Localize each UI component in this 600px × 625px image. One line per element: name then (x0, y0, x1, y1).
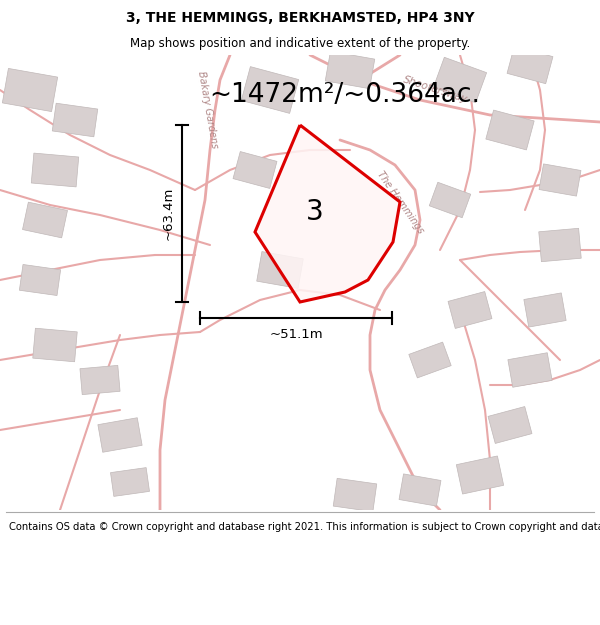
Text: ~63.4m: ~63.4m (161, 187, 175, 240)
Polygon shape (255, 125, 400, 302)
Bar (110, 468, 149, 496)
Text: ~51.1m: ~51.1m (269, 328, 323, 341)
Text: Bakary Gardens: Bakary Gardens (196, 71, 220, 149)
Bar (457, 456, 503, 494)
Bar (233, 151, 277, 189)
Bar (257, 252, 303, 288)
Bar (2, 68, 58, 112)
Text: 3, THE HEMMINGS, BERKHAMSTED, HP4 3NY: 3, THE HEMMINGS, BERKHAMSTED, HP4 3NY (125, 11, 475, 25)
Bar (524, 293, 566, 327)
Bar (429, 182, 471, 218)
Bar (325, 51, 375, 89)
Text: ~1472m²/~0.364ac.: ~1472m²/~0.364ac. (209, 82, 481, 108)
Text: Contains OS data © Crown copyright and database right 2021. This information is : Contains OS data © Crown copyright and d… (9, 521, 600, 531)
Text: 3: 3 (306, 198, 324, 226)
Bar (486, 110, 534, 150)
Bar (241, 67, 299, 113)
Bar (507, 46, 553, 84)
Bar (52, 103, 98, 137)
Text: The Hemmings: The Hemmings (375, 169, 425, 235)
Bar (399, 474, 441, 506)
Text: Shootersway: Shootersway (401, 75, 469, 105)
Bar (33, 328, 77, 362)
Bar (80, 366, 120, 394)
Bar (23, 202, 67, 238)
Bar (31, 153, 79, 187)
Bar (488, 406, 532, 444)
Bar (539, 164, 581, 196)
Text: Map shows position and indicative extent of the property.: Map shows position and indicative extent… (130, 38, 470, 51)
Bar (19, 264, 61, 296)
Bar (448, 291, 492, 329)
Bar (333, 478, 377, 512)
Bar (508, 352, 552, 388)
Bar (409, 342, 451, 378)
Bar (539, 228, 581, 262)
Bar (98, 418, 142, 452)
Bar (433, 58, 487, 102)
